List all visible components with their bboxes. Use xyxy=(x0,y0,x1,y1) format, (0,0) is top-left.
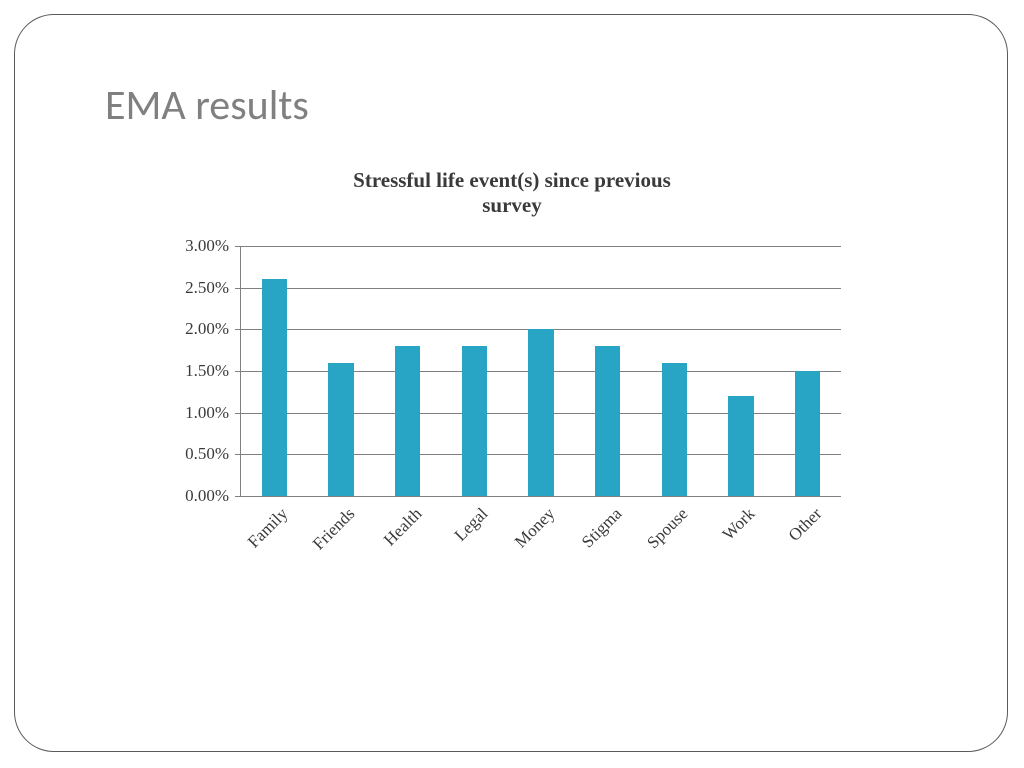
chart-title-line2: survey xyxy=(0,193,1024,218)
grid-line xyxy=(241,246,841,247)
y-tick xyxy=(235,329,241,330)
y-axis-label: 0.50% xyxy=(185,444,229,464)
y-axis-label: 1.50% xyxy=(185,361,229,381)
bar-family xyxy=(262,279,287,496)
x-axis-label: Money xyxy=(511,504,559,552)
bar-work xyxy=(728,396,753,496)
x-axis-label: Legal xyxy=(451,504,493,546)
bar-other xyxy=(795,371,820,496)
y-tick xyxy=(235,496,241,497)
plot-area: 0.00%0.50%1.00%1.50%2.00%2.50%3.00%Famil… xyxy=(240,246,841,497)
x-axis-label: Work xyxy=(719,504,760,545)
y-tick xyxy=(235,413,241,414)
chart-container: 0.00%0.50%1.00%1.50%2.00%2.50%3.00%Famil… xyxy=(160,246,860,626)
x-axis-label: Stigma xyxy=(578,504,626,552)
y-axis-label: 2.50% xyxy=(185,278,229,298)
x-axis-label: Friends xyxy=(309,504,359,554)
y-axis-label: 1.00% xyxy=(185,403,229,423)
x-axis-label: Family xyxy=(244,504,292,552)
bar-spouse xyxy=(662,363,687,496)
y-tick xyxy=(235,454,241,455)
bar-stigma xyxy=(595,346,620,496)
x-axis-label: Health xyxy=(380,504,426,550)
chart-title-line1: Stressful life event(s) since previous xyxy=(353,168,671,192)
x-axis-label: Spouse xyxy=(644,504,693,553)
bar-legal xyxy=(462,346,487,496)
y-tick xyxy=(235,371,241,372)
y-tick xyxy=(235,246,241,247)
y-axis-label: 3.00% xyxy=(185,236,229,256)
y-tick xyxy=(235,288,241,289)
grid-line xyxy=(241,288,841,289)
x-axis-label: Other xyxy=(784,504,826,546)
bar-friends xyxy=(328,363,353,496)
page-title: EMA results xyxy=(105,80,309,131)
bar-money xyxy=(528,329,553,496)
y-axis-label: 2.00% xyxy=(185,319,229,339)
bar-health xyxy=(395,346,420,496)
chart-title: Stressful life event(s) since previous s… xyxy=(0,168,1024,218)
y-axis-label: 0.00% xyxy=(185,486,229,506)
